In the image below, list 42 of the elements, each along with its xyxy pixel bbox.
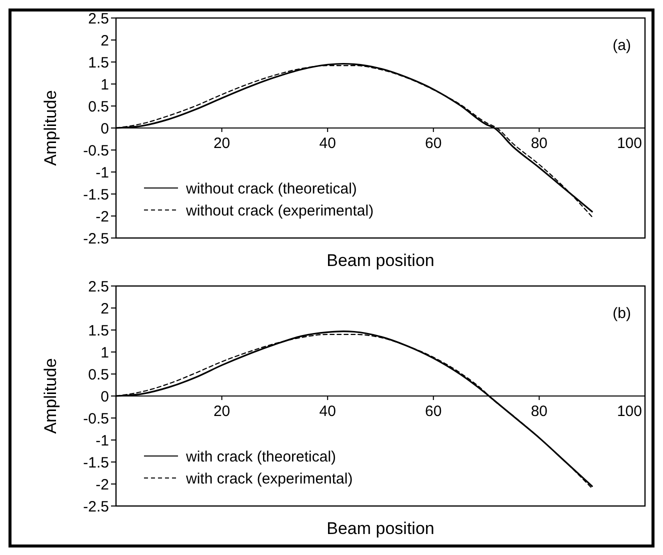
y-axis-title: Amplitude [41,358,60,434]
legend-label: without crack (experimental) [185,202,374,220]
x-tick-label: 80 [530,135,548,152]
y-axis-title: Amplitude [41,90,60,166]
y-tick-label: -1 [96,164,109,182]
y-tick-label: -0.5 [83,410,109,428]
y-tick-label: 2.5 [88,278,109,296]
x-axis-title: Beam position [326,519,434,538]
x-tick-label: 100 [616,403,642,420]
y-tick-label: -2.5 [83,230,109,248]
y-tick-label: 2 [100,32,109,50]
legend-label: with crack (theoretical) [185,448,336,466]
x-tick-label: 60 [425,135,442,152]
y-tick-label: -1.5 [83,454,109,472]
x-tick-label: 40 [319,135,336,152]
y-tick-label: -2 [96,208,109,226]
annotation: (b) [612,305,631,322]
x-tick-label: 20 [213,403,230,420]
y-tick-label: -1 [96,432,109,450]
legend-label: without crack (theoretical) [185,180,357,198]
y-tick-label: 1 [100,76,109,94]
legend-label: with crack (experimental) [185,470,353,488]
y-tick-label: 0.5 [88,98,109,116]
x-tick-label: 100 [616,135,642,152]
y-tick-label: 1 [100,344,109,362]
y-tick-label: -1.5 [83,186,109,204]
y-tick-label: 0 [100,388,109,406]
y-tick-label: 0 [100,120,109,138]
annotation: (a) [612,37,631,54]
x-axis-title: Beam position [326,251,434,270]
y-tick-label: 1.5 [88,322,109,340]
y-tick-label: -0.5 [83,142,109,160]
x-tick-label: 40 [319,403,336,420]
y-tick-label: 2 [100,300,109,318]
x-tick-label: 60 [425,403,442,420]
x-tick-label: 80 [530,403,548,420]
y-tick-label: 1.5 [88,54,109,72]
y-tick-label: -2.5 [83,498,109,516]
x-tick-label: 20 [213,135,230,152]
y-tick-label: 2.5 [88,10,109,28]
y-tick-label: 0.5 [88,366,109,384]
y-tick-label: -2 [96,476,109,494]
